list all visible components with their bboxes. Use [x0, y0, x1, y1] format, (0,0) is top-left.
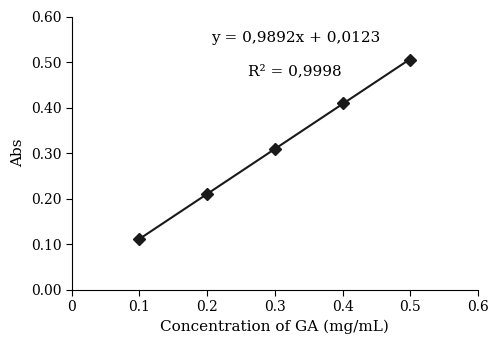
Text: y = 0,9892x + 0,0123: y = 0,9892x + 0,0123	[210, 31, 380, 46]
Y-axis label: Abs: Abs	[11, 139, 25, 167]
X-axis label: Concentration of GA (mg/mL): Concentration of GA (mg/mL)	[160, 319, 390, 334]
Text: R² = 0,9998: R² = 0,9998	[248, 64, 342, 78]
